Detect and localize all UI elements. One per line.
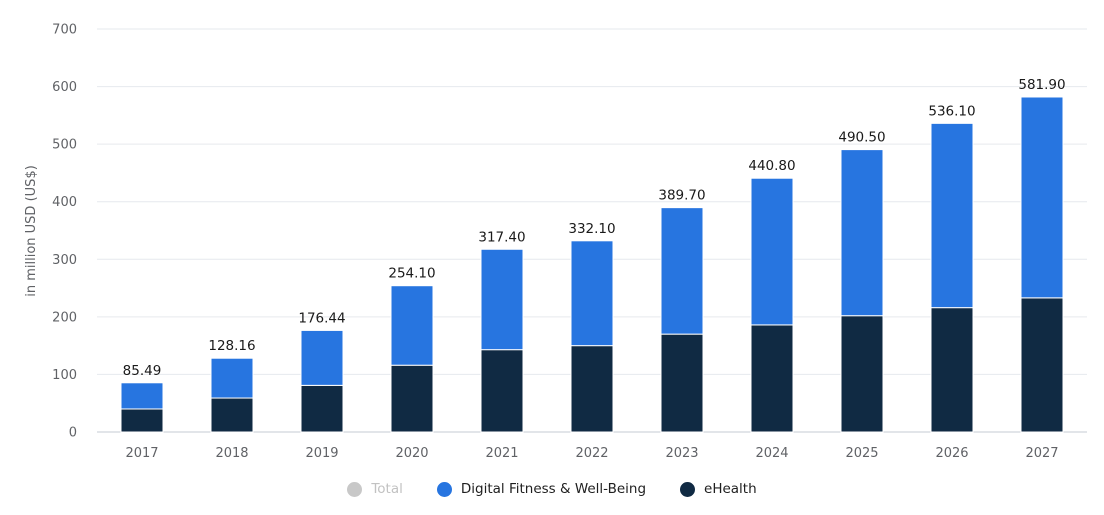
bar-segment[interactable] (930, 122, 974, 309)
bar-total-label: 128.16 (208, 338, 255, 354)
y-axis-label: in million USD (US$) (24, 165, 39, 297)
x-axis-ticks: 2017 2018 2019 2020 2021 2022 2023 2024 2025 2026… (125, 446, 1058, 461)
legend-label: Total (371, 481, 403, 497)
legend-item[interactable]: Total (347, 481, 403, 497)
legend-item[interactable]: Digital Fitness & Well-Being (436, 481, 647, 497)
bar-segment[interactable] (210, 397, 254, 433)
legend-item[interactable]: eHealth (680, 481, 757, 497)
x-tick-label: 2027 (1025, 446, 1058, 461)
bar-total-label: 389.70 (658, 188, 705, 204)
x-tick-label: 2018 (215, 446, 248, 461)
bars (120, 96, 1064, 433)
x-tick-label: 2017 (125, 446, 158, 461)
x-tick-label: 2021 (485, 446, 518, 461)
bar-segment[interactable] (390, 285, 434, 366)
bar-segment[interactable] (930, 307, 974, 433)
bar-segment[interactable] (120, 382, 164, 410)
bar-segment[interactable] (750, 177, 794, 326)
bar-segment[interactable] (210, 357, 254, 399)
bar-segment[interactable] (1020, 96, 1064, 299)
bar-segment[interactable] (660, 333, 704, 433)
x-tick-label: 2019 (305, 446, 338, 461)
y-tick-label: 400 (52, 195, 77, 210)
bar-segment[interactable] (840, 315, 884, 433)
bar-total-label: 440.80 (748, 158, 795, 174)
stacked-bar-chart: 0 100 200 300 400 500 600 700 85.49 128.16 176.44… (24, 23, 1087, 461)
bar-segment[interactable] (480, 349, 524, 433)
bar-segment[interactable] (1020, 297, 1064, 433)
bar-segment[interactable] (300, 329, 344, 386)
y-tick-label: 200 (52, 310, 77, 325)
y-tick-label: 600 (52, 80, 77, 95)
x-tick-label: 2020 (395, 446, 428, 461)
legend: Total Digital Fitness & Well-Being eHealth (0, 481, 1104, 497)
x-tick-label: 2025 (845, 446, 878, 461)
bar-total-label: 490.50 (838, 130, 885, 146)
y-tick-label: 100 (52, 368, 77, 383)
bar-segment[interactable] (120, 408, 164, 433)
bar-total-label: 85.49 (123, 363, 162, 379)
bar-segment[interactable] (660, 207, 704, 335)
x-tick-label: 2023 (665, 446, 698, 461)
bar-total-label: 536.10 (928, 103, 975, 119)
bar-segment[interactable] (750, 324, 794, 433)
bar-segment[interactable] (570, 240, 614, 347)
bar-total-label: 332.10 (568, 221, 615, 237)
legend-label: Digital Fitness & Well-Being (460, 481, 647, 497)
y-tick-label: 500 (52, 138, 77, 153)
bar-segment[interactable] (570, 345, 614, 433)
x-tick-label: 2026 (935, 446, 968, 461)
y-tick-label: 0 (69, 426, 77, 441)
y-tick-label: 700 (52, 23, 77, 38)
bar-total-label: 581.90 (1018, 77, 1065, 93)
bar-segment[interactable] (840, 149, 884, 317)
bar-segment[interactable] (480, 248, 524, 351)
bar-total-label: 317.40 (478, 229, 525, 245)
legend-label: eHealth (704, 481, 757, 497)
y-axis-ticks: 0 100 200 300 400 500 600 700 (52, 23, 77, 441)
data-labels: 85.49 128.16 176.44 254.10 317.40 332.10 389.7… (123, 77, 1066, 379)
bar-total-label: 176.44 (298, 310, 345, 326)
y-tick-label: 300 (52, 253, 77, 268)
legend-swatch (680, 481, 696, 497)
bar-segment[interactable] (390, 364, 434, 433)
legend-swatch (347, 481, 363, 497)
x-tick-label: 2022 (575, 446, 608, 461)
legend-swatch (436, 481, 452, 497)
bar-segment[interactable] (300, 384, 344, 433)
bar-total-label: 254.10 (388, 266, 435, 282)
x-tick-label: 2024 (755, 446, 788, 461)
